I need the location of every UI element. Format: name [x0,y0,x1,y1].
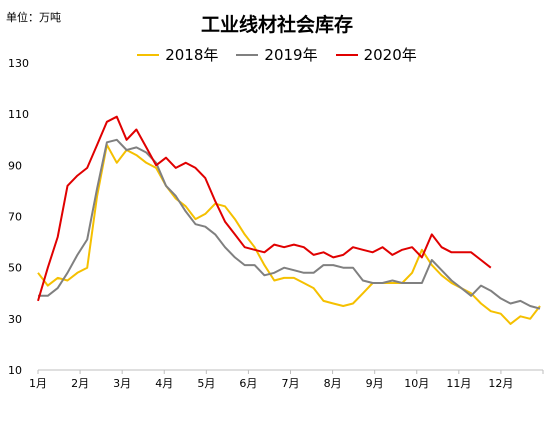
x-tick-label: 9月 [366,377,384,390]
legend-label-2019: 2019年 [264,46,318,64]
x-tick-label: 5月 [197,377,215,390]
x-tick-label: 3月 [113,377,131,390]
y-tick-label: 50 [8,262,22,275]
chart-title: 工业线材社会库存 [200,14,353,36]
legend-swatch-2020 [335,53,358,56]
x-tick-label: 6月 [239,377,257,390]
legend-item-2018: 2018年 [137,44,218,65]
x-tick-label: 12月 [488,377,513,390]
y-tick-label: 10 [8,364,22,377]
unit-label: 单位：万吨 [6,11,61,24]
y-tick-label: 90 [8,159,22,172]
x-tick-label: 1月 [29,377,47,390]
legend-swatch-2018 [137,53,160,56]
x-tick-label: 10月 [404,377,429,390]
x-tick-label: 8月 [324,377,342,390]
y-tick-label: 130 [8,57,29,70]
legend-label-2018: 2018年 [165,46,219,64]
legend: 2018年 2019年 2020年 [0,44,554,65]
series-line-1 [38,138,541,310]
legend-label-2020: 2020年 [363,46,417,64]
legend-swatch-2019 [236,53,259,56]
x-tick-label: 11月 [446,377,471,390]
x-tick-label: 2月 [71,377,89,390]
x-tick-label: 4月 [155,377,173,390]
legend-item-2020: 2020年 [335,44,417,65]
x-tick-label: 7月 [282,377,300,390]
y-tick-label: 110 [8,108,29,121]
series-line-0 [37,143,541,325]
y-tick-label: 70 [8,211,22,224]
series-line-2 [37,115,492,302]
y-tick-label: 30 [8,313,22,326]
legend-item-2019: 2019年 [236,44,318,65]
